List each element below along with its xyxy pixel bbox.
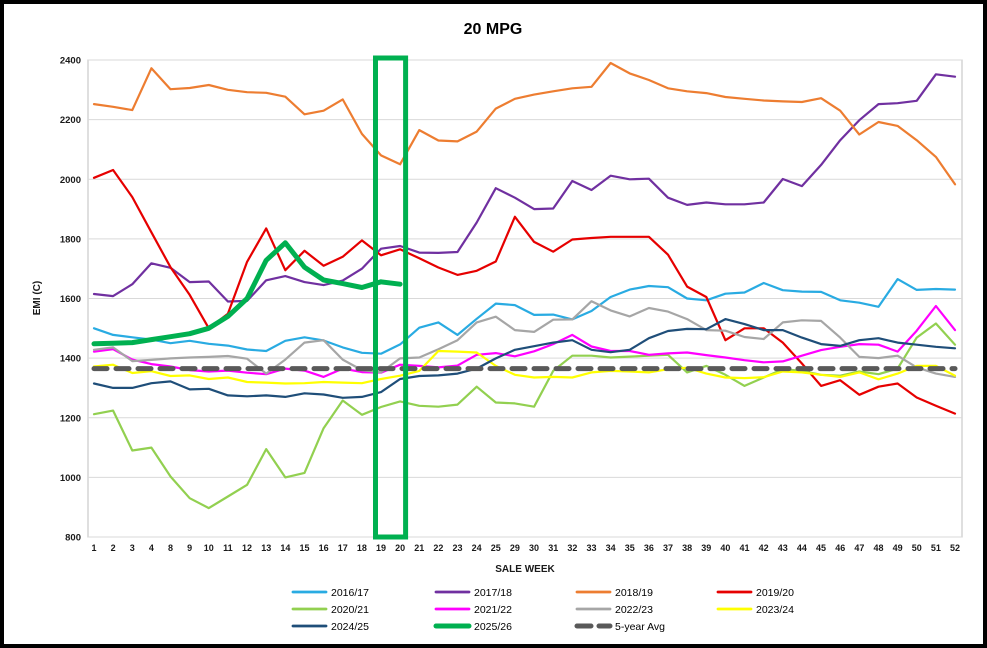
legend-item-2022-23: 2022/23 [575, 604, 653, 616]
x-tick-label: 10 [204, 543, 214, 553]
x-tick-label: 50 [912, 543, 922, 553]
legend-item-2018-19: 2018/19 [575, 587, 653, 599]
x-tick-label: 17 [338, 543, 348, 553]
x-tick-label: 32 [567, 543, 577, 553]
series-line-2017-18 [92, 73, 957, 303]
y-tick-label: 1200 [60, 413, 81, 424]
y-tick-label: 2400 [60, 56, 81, 67]
x-tick-label: 16 [319, 543, 329, 553]
legend-label: 2019/20 [756, 587, 794, 599]
x-tick-label: 48 [873, 543, 883, 553]
x-tick-label: 37 [663, 543, 673, 553]
series-line-2025-26 [91, 240, 403, 347]
y-tick-label: 1600 [60, 294, 81, 305]
x-tick-label: 31 [548, 543, 558, 553]
x-tick-label: 9 [187, 543, 192, 553]
x-tick-label: 22 [433, 543, 443, 553]
legend-label: 2021/22 [474, 604, 512, 616]
x-tick-label: 8 [168, 543, 173, 553]
x-tick-label: 24 [472, 543, 482, 553]
legend-label: 2017/18 [474, 587, 512, 599]
x-tick-label: 46 [835, 543, 845, 553]
x-tick-label: 34 [606, 543, 616, 553]
annotation-layer [373, 55, 409, 540]
x-tick-label: 52 [950, 543, 960, 553]
x-tick-label: 42 [759, 543, 769, 553]
legend-label: 2024/25 [331, 621, 369, 633]
legend-label: 2023/24 [756, 604, 794, 616]
x-axis-title: SALE WEEK [495, 564, 555, 575]
legend-label: 2016/17 [331, 587, 369, 599]
x-tick-label: 20 [395, 543, 405, 553]
x-tick-label: 18 [357, 543, 367, 553]
x-tick-label: 15 [299, 543, 309, 553]
x-tick-label: 47 [854, 543, 864, 553]
x-tick-label: 51 [931, 543, 941, 553]
legend-label: 2025/26 [474, 621, 512, 633]
series-line-2018-19 [92, 61, 957, 186]
x-tick-label: 39 [701, 543, 711, 553]
x-tick-label: 4 [149, 543, 154, 553]
x-tick-label: 41 [740, 543, 750, 553]
series-layer [91, 61, 958, 510]
x-tick-label: 29 [510, 543, 520, 553]
x-tick-label: 43 [778, 543, 788, 553]
chart-title: 20 MPG [464, 21, 523, 38]
series-line-2023-24 [92, 349, 957, 385]
series-line-2016-17 [92, 278, 957, 355]
x-tick-label: 35 [625, 543, 635, 553]
legend-label: 2020/21 [331, 604, 369, 616]
highlight-rect [373, 55, 409, 540]
y-tick-label: 1400 [60, 354, 81, 365]
grid-layer [87, 59, 963, 538]
x-tick-label: 3 [130, 543, 135, 553]
legend-item-2020-21: 2020/21 [291, 604, 369, 616]
x-tick-label: 12 [242, 543, 252, 553]
series-line-2022-23 [92, 300, 957, 378]
x-tick-label: 49 [893, 543, 903, 553]
legend-item-2016-17: 2016/17 [291, 587, 369, 599]
legend-label: 5-year Avg [615, 621, 665, 633]
legend-label: 2022/23 [615, 604, 653, 616]
series-line-2024-25 [92, 318, 957, 399]
x-tick-label: 33 [586, 543, 596, 553]
x-tick-label: 45 [816, 543, 826, 553]
x-tick-label: 19 [376, 543, 386, 553]
x-tick-label: 44 [797, 543, 807, 553]
legend-label: 2018/19 [615, 587, 653, 599]
y-tick-label: 800 [65, 533, 81, 544]
x-tick-label: 13 [261, 543, 271, 553]
x-tick-label: 1 [91, 543, 96, 553]
legend-item-2021-22: 2021/22 [434, 604, 512, 616]
y-tick-label: 2200 [60, 115, 81, 126]
y-tick-label: 1000 [60, 473, 81, 484]
legend-item-2019-20: 2019/20 [716, 587, 794, 599]
x-tick-label: 40 [720, 543, 730, 553]
x-tick-label: 38 [682, 543, 692, 553]
legend-item-5-year-avg: 5-year Avg [574, 621, 665, 633]
x-tick-label: 11 [223, 543, 233, 553]
legend-item-2024-25: 2024/25 [291, 621, 369, 633]
x-tick-label: 21 [414, 543, 424, 553]
series-line-2020-21 [92, 322, 957, 510]
y-axis-title: EMI (C) [32, 281, 43, 315]
x-tick-label: 25 [491, 543, 501, 553]
legend-item-2025-26: 2025/26 [433, 621, 512, 633]
y-tick-label: 2000 [60, 175, 81, 186]
x-tick-label: 30 [529, 543, 539, 553]
legend-item-2023-24: 2023/24 [716, 604, 794, 616]
legend-item-2017-18: 2017/18 [434, 587, 512, 599]
y-tick-label: 1800 [60, 234, 81, 245]
x-tick-label: 2 [111, 543, 116, 553]
x-tick-label: 14 [280, 543, 290, 553]
chart-legend: 2016/17 2017/18 2018/19 2019/20 2020/21 2021/… [291, 587, 794, 633]
x-tick-label: 23 [453, 543, 463, 553]
x-tick-label: 36 [644, 543, 654, 553]
series-line-2021-22 [92, 304, 957, 378]
